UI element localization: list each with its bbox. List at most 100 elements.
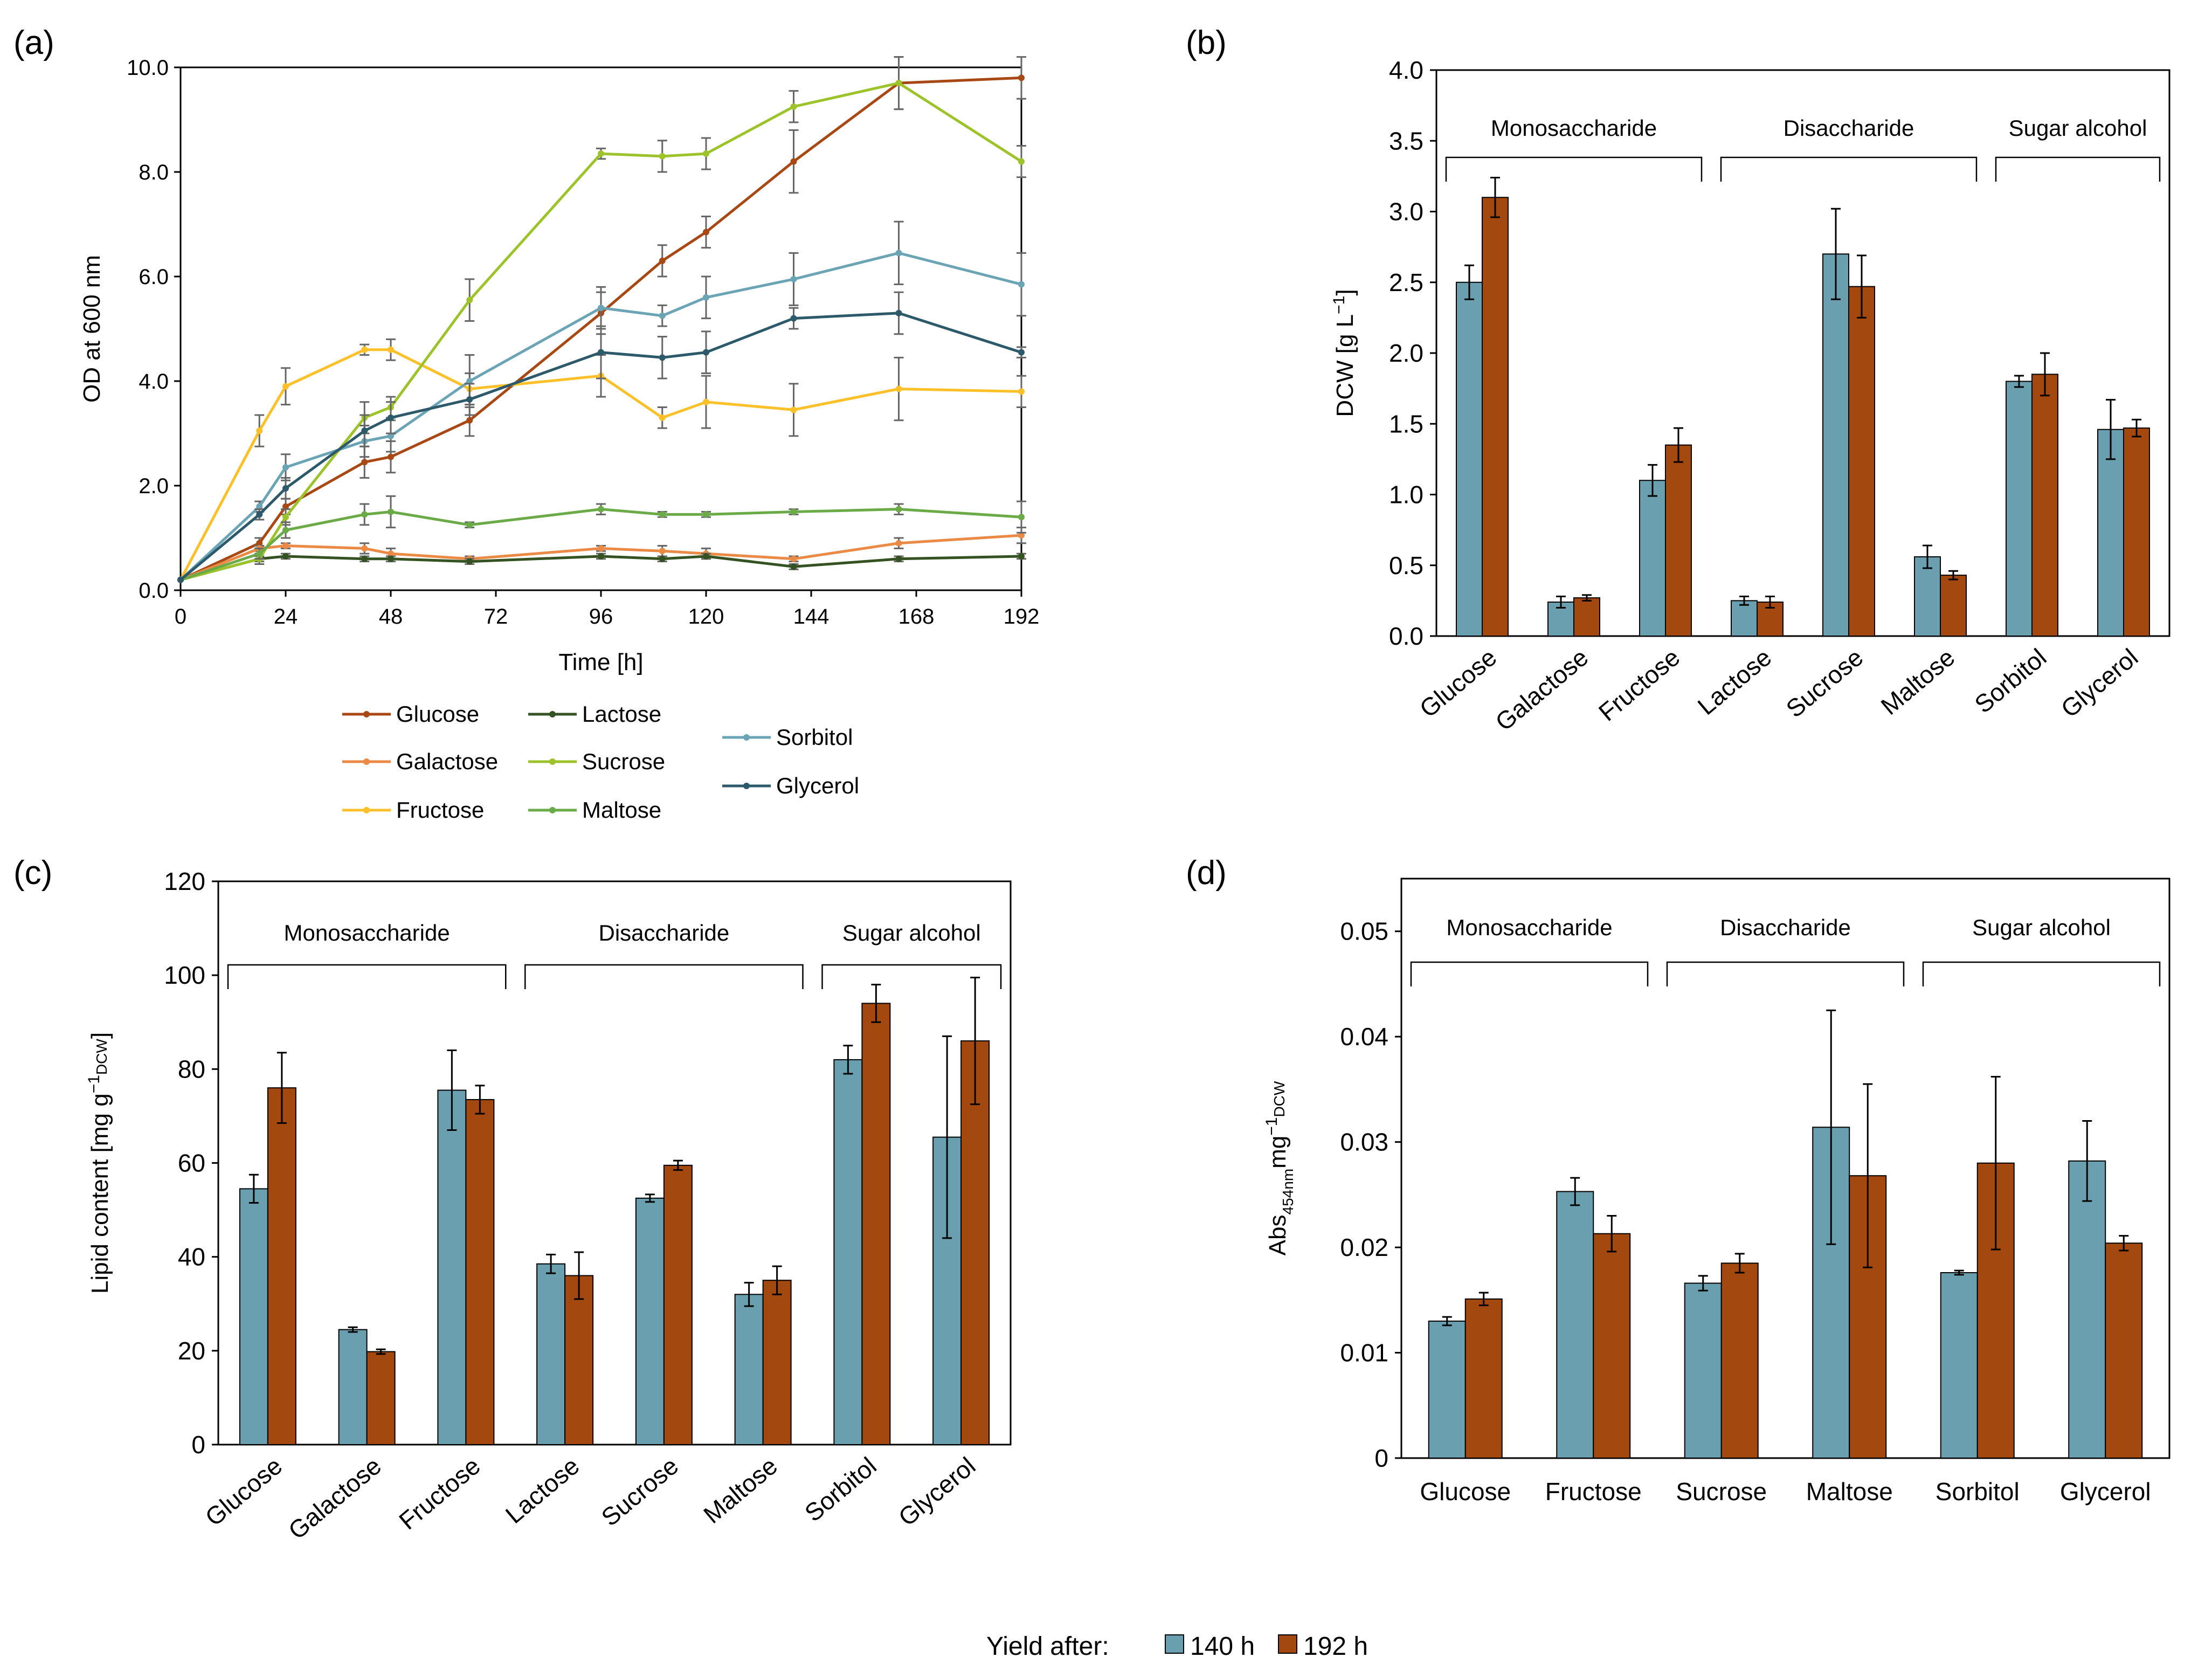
y-tick-label: 3.0 (1389, 198, 1423, 226)
y-axis-title-part: ] (1332, 289, 1358, 295)
y-tick-label: 0.5 (1389, 551, 1423, 579)
group-sugar-alcohol: Sugar alcohol (1922, 915, 2161, 986)
y-tick-label: 80 (178, 1055, 205, 1083)
data-point (388, 346, 394, 353)
bottom-legend-swatch-192h (1278, 1634, 1297, 1654)
data-point (1018, 532, 1025, 539)
x-tick-label: Glucose (1414, 643, 1502, 723)
series-line-fructose (179, 348, 1022, 581)
data-point (895, 506, 902, 513)
legend-item-fructose: Fructose (342, 797, 484, 823)
data-point (282, 464, 289, 471)
bar-140-h (833, 1059, 863, 1445)
data-point (177, 576, 184, 583)
data-point (895, 385, 902, 392)
bar-140-h (734, 1294, 764, 1445)
bar-192-h (1848, 286, 1875, 637)
x-tick-label: 72 (484, 605, 508, 629)
category-sorbitol (833, 984, 891, 1445)
bar-140-h (635, 1197, 665, 1445)
series-line-sorbitol (179, 251, 1022, 581)
x-tick-label: Maltose (698, 1452, 783, 1529)
x-tick-label: Glucose (1420, 1477, 1511, 1506)
legend-marker (743, 734, 750, 741)
y-axis-title: Abs454nmmg−1DCW (1263, 1081, 1296, 1255)
x-tick-label: Fructose (1593, 643, 1685, 727)
y-tick-label: 0.01 (1340, 1339, 1388, 1367)
category-glucose (1428, 1292, 1503, 1459)
category-lactose (1731, 596, 1784, 637)
data-point (282, 514, 289, 521)
data-point (598, 305, 604, 312)
y-tick-label: 2.0 (1389, 339, 1423, 367)
data-point (256, 503, 263, 510)
bottom-legend-label-140h: 140 h (1190, 1632, 1255, 1661)
group-monosaccharide: Monosaccharide (1410, 915, 1649, 986)
data-point (598, 506, 604, 513)
legend-label: Sucrose (582, 749, 665, 774)
bar-192-h (465, 1099, 495, 1445)
bar-192-h (1720, 1262, 1759, 1459)
y-tick-label: 4.0 (139, 370, 169, 393)
data-point (466, 396, 473, 403)
data-point (282, 527, 289, 534)
data-point (895, 555, 902, 562)
data-point (790, 555, 797, 562)
plot-frame (1435, 69, 2170, 637)
series-line-galactose (180, 534, 1022, 581)
x-tick-label: Lactose (1692, 643, 1777, 720)
data-point (598, 553, 604, 560)
legend-item-sucrose: Sucrose (528, 749, 665, 774)
y-tick-label: 0.02 (1340, 1233, 1388, 1261)
data-point (282, 383, 289, 390)
category-fructose (437, 1049, 495, 1446)
y-axis-title-part: −1 (85, 1075, 103, 1093)
plot-frame (217, 880, 1012, 1446)
series-maltose (177, 495, 1026, 583)
data-point (598, 545, 604, 552)
group-disaccharide: Disaccharide (1666, 915, 1905, 986)
data-point (790, 508, 797, 515)
bar-140-h (338, 1329, 368, 1445)
bar-192-h (2031, 374, 2058, 637)
data-point (790, 103, 797, 110)
legend-item-maltose: Maltose (528, 797, 661, 823)
bottom-legend-label-192h: 192 h (1303, 1632, 1368, 1661)
x-tick-label: Sucrose (596, 1452, 684, 1531)
data-point (703, 553, 709, 560)
x-tick-label: 24 (274, 605, 298, 629)
category-glucose (1456, 177, 1509, 637)
legend-marker (363, 711, 370, 717)
bar-192-h (2123, 427, 2150, 637)
data-point (703, 349, 709, 356)
data-point (895, 309, 902, 316)
group-label: Monosaccharide (1491, 115, 1657, 141)
data-point (282, 485, 289, 492)
bar-192-h (267, 1087, 296, 1445)
series-glucose (177, 56, 1026, 583)
category-maltose (1914, 544, 1967, 637)
bottom-legend-title: Yield after: (986, 1632, 1109, 1661)
bar-192-h (1593, 1233, 1631, 1459)
data-point (388, 453, 394, 460)
bar-140-h (1731, 600, 1758, 637)
group-disaccharide: Disaccharide (1720, 115, 1978, 182)
data-point (361, 459, 368, 466)
legend-item-lactose: Lactose (528, 701, 661, 727)
y-tick-label: 3.5 (1389, 127, 1423, 155)
group-bracket (1922, 961, 2161, 986)
bar-192-h (564, 1275, 594, 1445)
data-point (1018, 553, 1025, 560)
data-point (895, 540, 902, 547)
x-tick-label: 48 (379, 605, 403, 629)
data-point (256, 550, 263, 557)
bottom-legend-swatch-140h (1165, 1634, 1184, 1654)
y-tick-label: 10.0 (127, 56, 169, 80)
x-tick-label: Sucrose (1781, 643, 1869, 723)
y-axis-title: OD at 600 nm (79, 255, 105, 403)
data-point (256, 427, 263, 434)
x-tick-label: Maltose (1876, 643, 1960, 720)
y-axis-title: DCW [g L−1] (1330, 289, 1358, 417)
x-tick-label: Galactose (283, 1452, 386, 1545)
series-line-sucrose (180, 81, 1022, 582)
